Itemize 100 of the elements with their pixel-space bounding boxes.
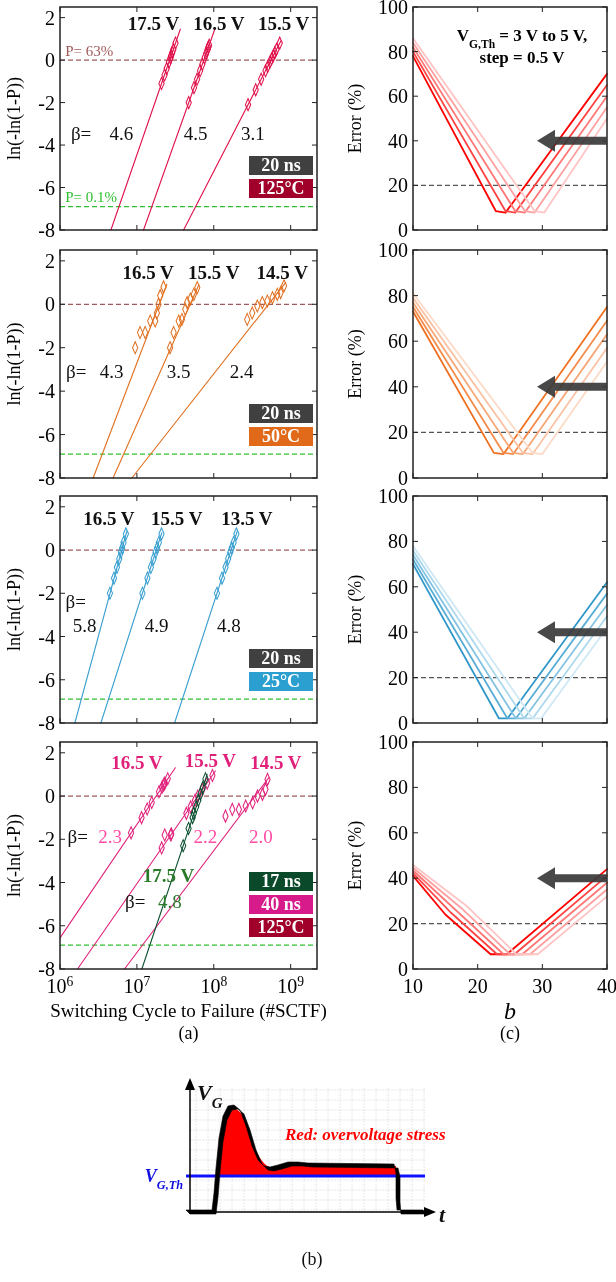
y-tick-label: 40 [388,621,408,644]
y-tick-label: -4 [38,625,55,648]
y-tick-label: 100 [378,731,408,753]
y-tick-label: 40 [388,867,408,890]
annotation: 4.5 [183,122,208,144]
annotation: 13.5 V [221,507,273,529]
annotation: P= 0.1% [65,189,117,206]
annotation: 25°C [261,671,301,691]
annotation: 2.3 [98,825,122,847]
text: (c) [500,1023,520,1044]
x-axis-title: Switching Cycle to Failure (#SCTF) [50,1000,327,1022]
y-tick-label: -6 [38,914,55,937]
annotation: β= [66,361,87,383]
x-tick-label: 10$^{7}$ [123,973,151,997]
y-tick-label: 80 [388,284,408,307]
y-tick-label: 0 [45,293,55,316]
annotation: 15.5 V [257,12,310,34]
text: V$_{G,Th}$ [144,1166,184,1192]
annotation: 2.2 [193,825,218,847]
y-tick-label: 40 [388,129,408,152]
annotation: 15.5 V [184,750,237,772]
y-axis-title: ln(-ln(1-P)) [4,77,25,160]
annotation: P= 63% [65,43,114,60]
y-tick-label: 80 [388,776,408,799]
y-tick-label: 0 [45,539,55,562]
annotation: V$_{G,Th}$ = 3 V to 5 V, step = 0.5 V [456,26,588,67]
y-tick-label: 80 [388,530,408,553]
y-tick-label: -6 [38,176,55,199]
annotation: 15.5 V [187,261,240,283]
text: V$_{G}$ [197,1080,223,1111]
annotation: β= [125,891,146,913]
y-tick-label: -2 [38,582,55,605]
y-tick-label: -4 [38,871,55,894]
text: t [438,1202,446,1227]
annotation: 16.5 V [111,752,163,774]
y-tick-label: -8 [38,712,55,734]
y-axis-title: ln(-ln(1-P)) [4,814,25,897]
y-tick-label: 2 [45,741,55,764]
annotation: 3.5 [166,361,191,383]
annotation: 4.9 [144,614,169,636]
x-tick-label: 30 [532,975,553,997]
annotation: 15.5 V [150,507,203,529]
y-tick-label: -6 [38,668,55,691]
y-tick-label: 60 [388,85,408,108]
annotation: 16.5 V [122,261,175,283]
annotation: 50°C [261,426,301,446]
y-axis-title: ln(-ln(1-P)) [4,322,25,406]
y-tick-label: 40 [388,375,408,398]
y-tick-label: 0 [45,49,55,72]
y-tick-label: 2 [45,495,55,518]
y-tick-label: 0 [398,712,408,734]
y-tick-label: 60 [388,330,408,353]
annotation: 16.5 V [83,507,135,529]
y-tick-label: 100 [378,239,408,261]
y-axis-title: ln(-ln(1-P)) [4,568,25,651]
y-tick-label: 20 [388,666,408,689]
annotation: 14.5 V [256,261,309,283]
x-tick-label: 10$^{8}$ [200,973,228,997]
y-tick-label: -2 [38,828,55,851]
text: (a) [178,1023,199,1044]
annotation: 20 ns [261,648,301,668]
y-tick-label: 20 [388,174,408,197]
annotation: 17.5 V [127,12,180,34]
y-axis-title: Error (%) [345,820,366,891]
y-tick-label: -8 [38,467,55,489]
x-axis-title: b [504,998,516,1024]
annotation: 2.0 [249,825,273,847]
annotation: 40 ns [261,894,301,914]
y-tick-label: -8 [38,219,55,241]
y-tick-label: -2 [38,91,55,114]
annotation: 5.8 [72,614,97,636]
x-tick-label: 40 [597,975,616,997]
y-axis-title: Error (%) [345,574,366,645]
y-tick-label: 60 [388,575,408,598]
text: Red: overvoltage stress [284,1125,446,1144]
y-tick-label: -4 [38,134,55,157]
annotation: 4.6 [109,122,134,144]
y-tick-label: 100 [378,0,408,18]
y-tick-label: 20 [388,421,408,444]
y-tick-label: 2 [45,6,55,29]
annotation: 16.5 V [193,12,245,34]
annotation: 125°C [257,917,305,937]
annotation: 20 ns [261,403,301,423]
y-tick-label: 20 [388,912,408,935]
y-tick-label: 60 [388,821,408,844]
x-tick-label: 10$^{9}$ [277,973,305,997]
annotation: 14.5 V [250,752,302,774]
y-tick-label: 0 [398,219,408,241]
annotation: 125°C [257,178,305,198]
annotation: β= [67,825,88,847]
annotation: 20 ns [261,155,301,175]
annotation: 17 ns [261,871,301,891]
y-tick-label: 2 [45,249,55,272]
annotation: β= [65,591,86,613]
y-axis-title: Error (%) [345,83,366,154]
y-tick-label: 80 [388,40,408,63]
annotation: β= [70,122,92,144]
annotation: 4.8 [216,614,241,636]
y-tick-label: 0 [45,785,55,808]
y-axis-title: Error (%) [345,329,366,399]
